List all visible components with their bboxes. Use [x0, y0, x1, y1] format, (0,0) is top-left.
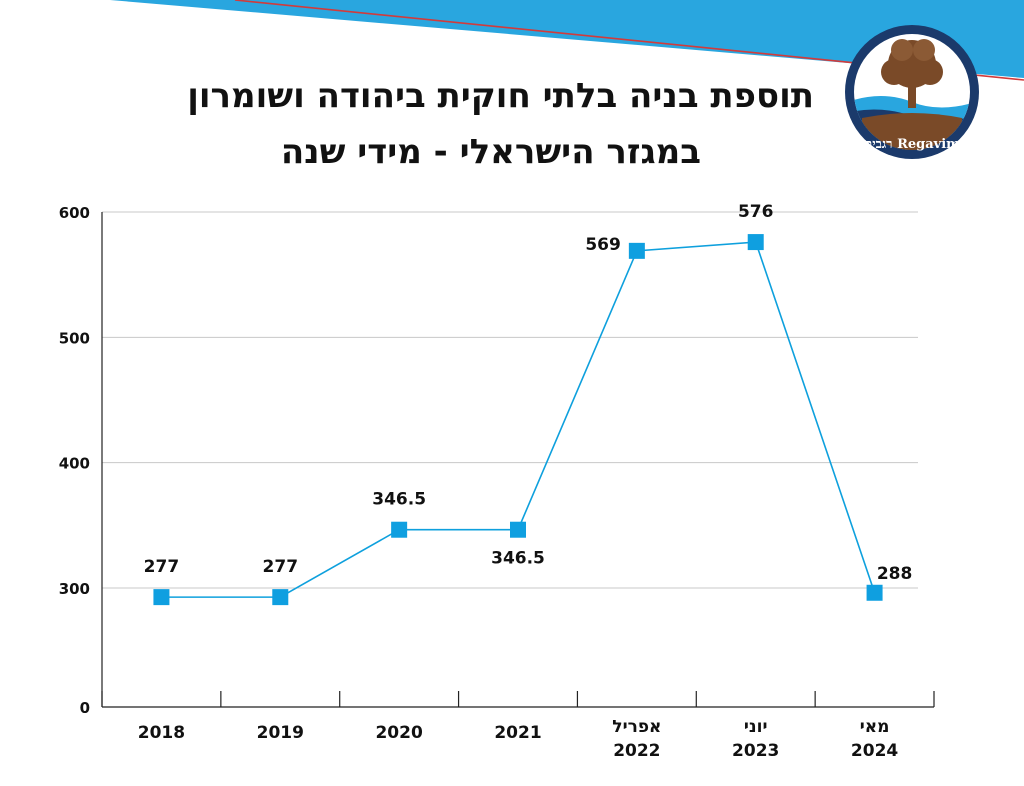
x-tick-label: 2023 — [732, 741, 779, 761]
data-point-marker — [747, 234, 764, 251]
data-label: 288 — [877, 564, 913, 584]
y-tick-label: 500 — [59, 329, 90, 347]
data-label: 576 — [738, 202, 774, 222]
data-label: 277 — [263, 557, 299, 577]
series-line — [161, 241, 876, 598]
data-point-marker — [153, 589, 170, 606]
x-tick-label: יוני — [744, 717, 768, 737]
line-chart: 0 300 400 500 600 2018 2019 2020 2021 אפריל 2022 יו… — [59, 202, 935, 761]
data-label: 277 — [144, 557, 180, 577]
x-tick-label: 2020 — [375, 723, 422, 743]
x-tick-label: 2021 — [494, 723, 541, 743]
y-tick-label: 0 — [80, 699, 90, 717]
chart-title-line-1: תוספת בניה בלתי חוקית ביהודה ושומרון — [187, 76, 814, 116]
data-label: 569 — [585, 235, 621, 255]
y-tick-label: 300 — [59, 580, 90, 598]
data-label: 346.5 — [372, 490, 426, 510]
y-tick-label: 600 — [59, 204, 90, 222]
x-tick-label: 2024 — [851, 741, 898, 761]
x-tick-label: 2018 — [138, 723, 185, 743]
data-label: 346.5 — [491, 549, 545, 569]
regavim-logo: רגבים Regavim — [845, 25, 979, 159]
data-point-marker — [272, 589, 289, 606]
x-tick-label: 2022 — [613, 741, 660, 761]
logo-text: רגבים Regavim — [864, 137, 960, 152]
tree-icon — [881, 39, 943, 108]
data-point-marker — [510, 521, 526, 538]
banner-shape — [110, 0, 1024, 78]
data-point-marker — [866, 584, 883, 601]
chart-title-line-2: במגזר הישראלי - מידי שנה — [280, 132, 701, 172]
y-tick-label: 400 — [59, 455, 90, 473]
data-point-marker — [628, 242, 645, 259]
x-tick-label: 2019 — [257, 723, 304, 743]
data-point-marker — [391, 521, 408, 538]
x-tick-label: אפריל — [612, 717, 661, 737]
x-tick-label: מאי — [860, 717, 890, 737]
